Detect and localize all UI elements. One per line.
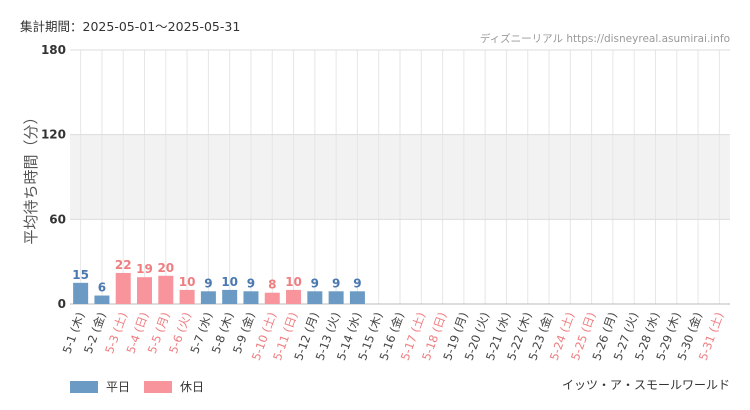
legend-swatch-holiday — [144, 380, 173, 393]
y-tick-label: 0 — [58, 297, 66, 311]
y-tick-label: 120 — [41, 128, 66, 142]
bar-value-label: 8 — [268, 278, 276, 292]
legend-item-holiday[interactable]: 休日 — [144, 378, 204, 395]
bar-value-label: 10 — [221, 275, 238, 289]
bar — [349, 291, 365, 304]
bar-value-label: 9 — [353, 276, 361, 290]
bar — [328, 291, 344, 304]
y-axis-label: 平均待ち時間（分） — [22, 109, 40, 244]
bar — [158, 275, 174, 304]
y-tick-label: 60 — [49, 212, 66, 226]
bar — [94, 295, 110, 304]
bar — [137, 277, 153, 304]
bar-value-label: 10 — [285, 275, 302, 289]
legend-item-weekday[interactable]: 平日 — [70, 378, 130, 395]
bar — [115, 272, 131, 304]
bar-value-label: 9 — [332, 276, 340, 290]
period-label: 集計期間： — [20, 19, 83, 34]
site-credit: ディズニーリアル https://disneyreal.asumirai.inf… — [480, 32, 730, 45]
bar — [307, 291, 323, 304]
bar — [286, 289, 302, 304]
bar — [200, 291, 216, 304]
bar-value-label: 10 — [179, 275, 196, 289]
legend-swatch-weekday — [70, 380, 98, 393]
bar-value-label: 9 — [311, 276, 319, 290]
attraction-name: イッツ・ア・スモールワールド — [561, 378, 730, 392]
bar-value-label: 20 — [157, 261, 174, 275]
period-text: 集計期間：2025-05-01〜2025-05-31 — [20, 16, 240, 35]
bar-chart: 0 60 120 180 ディズニーリアル https://disneyreal.asu… — [22, 32, 730, 362]
bar-value-label: 9 — [204, 276, 212, 290]
period-value: 2025-05-01〜2025-05-31 — [82, 19, 241, 34]
bar — [73, 282, 89, 304]
bar — [264, 292, 280, 304]
bar-value-label: 6 — [98, 281, 106, 295]
bar — [243, 291, 259, 304]
bar-value-label: 15 — [72, 268, 89, 282]
legend: 平日 休日 — [70, 378, 218, 395]
bar-value-label: 9 — [247, 276, 255, 290]
bar-value-label: 22 — [115, 258, 132, 272]
bar — [222, 289, 238, 304]
legend-label-holiday: 休日 — [180, 380, 205, 394]
bar-value-label: 19 — [136, 262, 153, 276]
legend-label-weekday: 平日 — [106, 380, 131, 394]
bar — [179, 289, 195, 304]
y-tick-label: 180 — [41, 43, 66, 57]
